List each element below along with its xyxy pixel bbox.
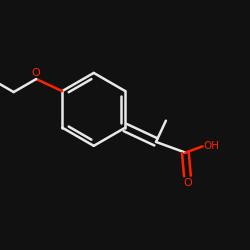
Text: O: O	[32, 68, 40, 78]
Text: OH: OH	[204, 141, 220, 151]
Text: O: O	[183, 178, 192, 188]
